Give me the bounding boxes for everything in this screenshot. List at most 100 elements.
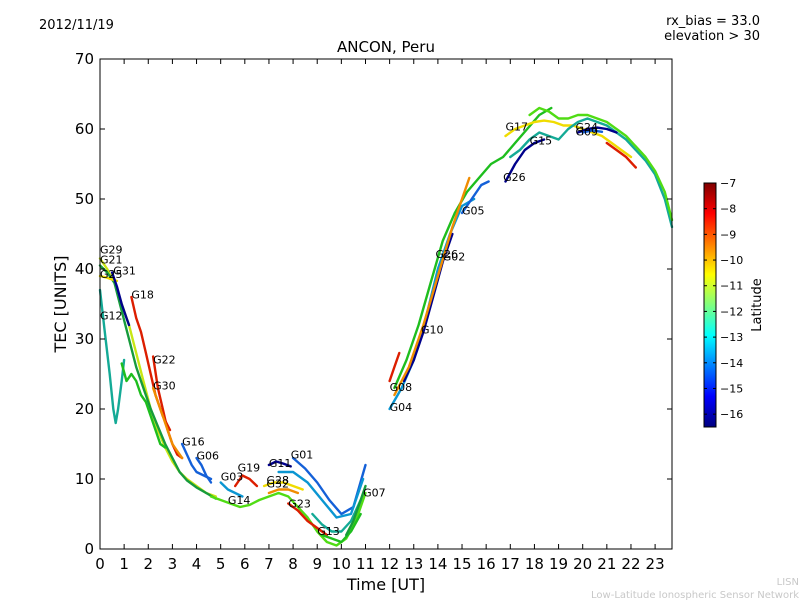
satellite-label-10: G03 bbox=[221, 470, 244, 483]
x-tick-label-8: 8 bbox=[288, 555, 298, 573]
satellite-label-19: G07 bbox=[363, 487, 386, 500]
y-tick-label-0: 0 bbox=[84, 540, 94, 558]
x-tick-label-13: 13 bbox=[404, 555, 423, 573]
footer-lisn: LISN bbox=[777, 577, 799, 588]
y-tick-label-7: 70 bbox=[75, 50, 94, 68]
series-line-13 bbox=[234, 474, 259, 488]
satellite-label-11: G14 bbox=[228, 494, 251, 507]
series-layer bbox=[98, 106, 674, 547]
satellite-label-5: G12 bbox=[100, 309, 123, 322]
satellite-label-17: G23 bbox=[288, 498, 311, 511]
footer-network: Low-Latitude Ionospheric Sensor Network bbox=[591, 590, 799, 600]
x-tick-label-2: 2 bbox=[143, 555, 153, 573]
satellite-label-25: G05 bbox=[462, 204, 485, 217]
satellite-label-7: G30 bbox=[153, 379, 176, 392]
satellite-label-18: G13 bbox=[317, 525, 340, 538]
satellite-label-1: G21 bbox=[100, 253, 123, 266]
x-tick-label-4: 4 bbox=[192, 555, 202, 573]
satellite-label-28: G15 bbox=[530, 134, 553, 147]
series-line-6 bbox=[120, 362, 167, 449]
series-line-23 bbox=[388, 351, 401, 383]
plot-area-frame bbox=[99, 58, 673, 550]
x-tick-label-6: 6 bbox=[240, 555, 250, 573]
y-tick-label-3: 30 bbox=[75, 330, 94, 348]
x-tick-label-10: 10 bbox=[332, 555, 351, 573]
colorbar-tick-label-3: −10 bbox=[720, 254, 743, 267]
satellite-label-23: G26 bbox=[436, 248, 459, 261]
series-line-8 bbox=[151, 386, 184, 460]
series-line-30 bbox=[504, 119, 633, 159]
elevation-label: elevation > 30 bbox=[664, 29, 760, 44]
satellite-label-20: G08 bbox=[390, 381, 413, 394]
colorbar-tick-label-8: −15 bbox=[720, 382, 743, 395]
x-tick-label-23: 23 bbox=[646, 555, 665, 573]
series-line-32 bbox=[528, 106, 674, 222]
series-line-21 bbox=[320, 512, 362, 544]
y-tick-label-6: 60 bbox=[75, 120, 94, 138]
x-tick-label-16: 16 bbox=[477, 555, 496, 573]
satellite-label-2: G25 bbox=[100, 268, 123, 281]
colorbar-tick-label-2: −9 bbox=[720, 228, 736, 241]
series-line-14 bbox=[267, 460, 292, 468]
satellite-label-21: G04 bbox=[390, 401, 413, 414]
series-line-7 bbox=[151, 355, 184, 460]
colorbar-tick-label-1: −8 bbox=[720, 203, 736, 216]
series-line-34 bbox=[581, 129, 604, 134]
colorbar-tick-label-5: −12 bbox=[720, 305, 743, 318]
satellite-label-26: G26 bbox=[503, 171, 526, 184]
colorbar-tick-label-7: −14 bbox=[720, 357, 743, 370]
x-tick-label-18: 18 bbox=[525, 555, 544, 573]
colorbar-gradient bbox=[703, 182, 717, 428]
satellite-label-12: G19 bbox=[238, 461, 261, 474]
x-tick-label-11: 11 bbox=[356, 555, 375, 573]
y-axis-label: TEC [UNITS] bbox=[51, 256, 70, 354]
x-tick-label-9: 9 bbox=[312, 555, 322, 573]
series-line-9 bbox=[180, 442, 213, 481]
satellite-label-8: G16 bbox=[182, 435, 205, 448]
satellite-label-3: G31 bbox=[113, 265, 136, 278]
series-line-26 bbox=[393, 106, 553, 390]
satellite-label-4: G18 bbox=[131, 288, 154, 301]
satellite-label-22: G10 bbox=[421, 323, 444, 336]
satellite-label-16: G32 bbox=[267, 477, 290, 490]
series-line-27 bbox=[393, 176, 471, 397]
series-line-16 bbox=[267, 488, 300, 495]
satellite-label-27: G17 bbox=[506, 120, 529, 133]
x-tick-label-22: 22 bbox=[621, 555, 640, 573]
colorbar-tick-label-6: −13 bbox=[720, 331, 743, 344]
satellite-label-13: G11 bbox=[269, 457, 292, 470]
x-tick-label-17: 17 bbox=[501, 555, 520, 573]
satellite-label-14: G01 bbox=[291, 449, 314, 462]
x-tick-label-14: 14 bbox=[428, 555, 447, 573]
colorbar-label: Latitude bbox=[750, 278, 765, 332]
x-tick-label-12: 12 bbox=[380, 555, 399, 573]
colorbar-tick-label-4: −11 bbox=[720, 280, 743, 293]
x-tick-label-21: 21 bbox=[597, 555, 616, 573]
x-tick-label-15: 15 bbox=[452, 555, 471, 573]
x-axis-label: Time [UT] bbox=[346, 575, 425, 594]
series-line-35 bbox=[605, 141, 637, 169]
satellite-label-29: G24 bbox=[576, 121, 599, 134]
x-tick-label-5: 5 bbox=[216, 555, 226, 573]
x-tick-label-19: 19 bbox=[549, 555, 568, 573]
satellite-label-30: G09 bbox=[576, 125, 599, 138]
x-tick-label-7: 7 bbox=[264, 555, 274, 573]
series-line-28 bbox=[460, 180, 490, 215]
satellite-label-0: G29 bbox=[100, 244, 123, 257]
rx-bias-label: rx_bias = 33.0 bbox=[666, 14, 760, 29]
series-line-11 bbox=[219, 481, 244, 498]
series-line-5 bbox=[98, 288, 126, 425]
satellite-label-9: G06 bbox=[197, 449, 220, 462]
series-line-20 bbox=[311, 498, 362, 533]
x-tick-label-0: 0 bbox=[95, 555, 105, 573]
series-line-19 bbox=[287, 502, 329, 537]
series-line-10 bbox=[195, 456, 213, 484]
chart-title: ANCON, Peru bbox=[337, 38, 435, 56]
y-tick-label-4: 40 bbox=[75, 260, 94, 278]
colorbar: −7 −8 −9 −10 −11 −12 −13 −14 −15 −16 bbox=[703, 177, 743, 428]
satellite-label-15: G28 bbox=[267, 474, 290, 487]
series-line-15 bbox=[262, 481, 304, 491]
y-tick-label-1: 10 bbox=[75, 470, 94, 488]
